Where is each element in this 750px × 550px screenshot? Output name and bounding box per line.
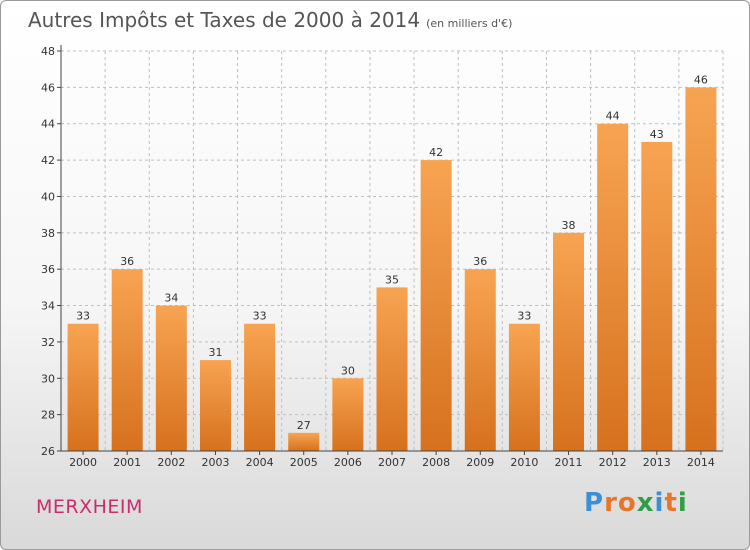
bar-value-label: 36	[473, 255, 487, 268]
bar-value-label: 36	[120, 255, 134, 268]
bar	[553, 232, 585, 451]
chart-title-main: Autres Impôts et Taxes de 2000 à 2014	[28, 8, 421, 32]
x-tick-label: 2010	[510, 456, 538, 469]
x-tick-label: 2011	[555, 456, 583, 469]
x-tick-label: 2008	[422, 456, 450, 469]
bar	[288, 432, 320, 451]
x-tick-label: 2009	[466, 456, 494, 469]
bar	[111, 269, 143, 451]
axes: 26 28 30 32 34 36 38 40 42 44 46 48 2000 2001 2002 2003…	[41, 45, 723, 469]
x-tick-label: 2000	[69, 456, 97, 469]
bar-value-label: 46	[694, 73, 708, 86]
bar-value-label: 34	[164, 292, 178, 305]
x-tick-label: 2003	[201, 456, 229, 469]
logo-letter: x	[636, 488, 655, 518]
bar	[641, 141, 673, 451]
x-tick-label: 2014	[687, 456, 715, 469]
chart-title-unit: (en milliers d'€)	[426, 17, 513, 30]
bar	[199, 360, 231, 451]
proxiti-logo: Proxiti	[584, 488, 688, 518]
bar-value-label: 42	[429, 146, 443, 159]
bar-value-label: 38	[562, 219, 576, 232]
x-tick-label: 2005	[290, 456, 318, 469]
bar	[244, 323, 276, 451]
place-name: MERXHEIM	[36, 496, 143, 518]
bar	[67, 323, 99, 451]
bar-value-label: 31	[208, 346, 222, 359]
y-tick-label: 48	[41, 45, 55, 58]
x-tick-label: 2012	[599, 456, 627, 469]
x-tick-label: 2006	[334, 456, 362, 469]
bar-value-label: 44	[606, 110, 620, 123]
logo-letter: t	[664, 488, 678, 518]
y-tick-label: 26	[41, 445, 55, 458]
bar-value-label: 35	[385, 273, 399, 286]
y-tick-label: 42	[41, 154, 55, 167]
y-tick-label: 44	[41, 118, 55, 131]
y-tick-label: 46	[41, 81, 55, 94]
logo-letter: r	[604, 488, 618, 518]
y-tick-label: 34	[41, 300, 55, 313]
bar-value-label: 33	[253, 310, 267, 323]
bar-value-label: 27	[297, 419, 311, 432]
x-tick-label: 2001	[113, 456, 141, 469]
bar	[464, 269, 496, 451]
logo-letter: o	[617, 488, 637, 518]
bar	[597, 123, 629, 452]
y-tick-label: 32	[41, 336, 55, 349]
y-tick-label: 40	[41, 190, 55, 203]
bar	[420, 160, 452, 451]
y-tick-label: 36	[41, 263, 55, 276]
y-tick-label: 30	[41, 372, 55, 385]
bar	[376, 287, 408, 451]
y-tick-label: 28	[41, 409, 55, 422]
x-tick-label: 2004	[246, 456, 274, 469]
x-tick-label: 2013	[643, 456, 671, 469]
logo-letter: P	[584, 488, 605, 518]
bar-value-label: 33	[517, 310, 531, 323]
bars: 33 36 34 31 33 27 30 35 42 36 33 38 44 43 46	[67, 73, 717, 452]
x-tick-label: 2002	[157, 456, 185, 469]
bar	[155, 305, 187, 451]
bar-value-label: 30	[341, 364, 355, 377]
bar	[508, 323, 540, 451]
y-tick-label: 38	[41, 227, 55, 240]
bar-value-label: 43	[650, 128, 664, 141]
logo-letter: i	[677, 488, 688, 518]
bar	[332, 378, 364, 451]
chart-title: Autres Impôts et Taxes de 2000 à 2014 (en…	[28, 8, 512, 32]
bar-value-label: 33	[76, 310, 90, 323]
x-tick-label: 2007	[378, 456, 406, 469]
bar	[685, 87, 717, 451]
logo-letter: i	[654, 488, 665, 518]
